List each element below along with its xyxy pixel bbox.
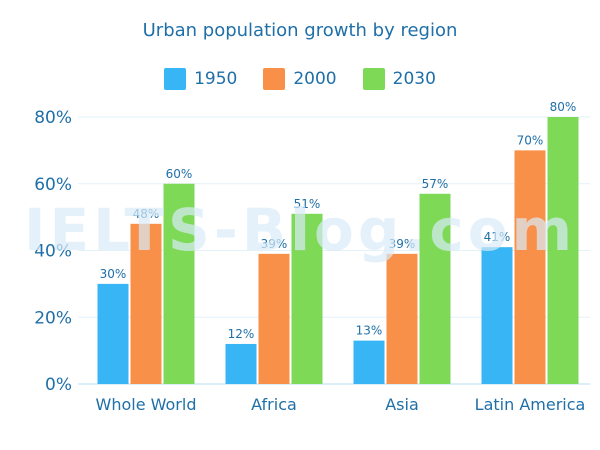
x-tick-label: Latin America xyxy=(475,395,586,414)
data-label: 80% xyxy=(550,100,577,114)
bar-1950 xyxy=(225,343,257,384)
legend-label-1950: 1950 xyxy=(194,69,238,89)
legend-label-2000: 2000 xyxy=(293,69,337,89)
data-label: 48% xyxy=(133,207,160,221)
data-label: 30% xyxy=(100,267,127,281)
bar-1950 xyxy=(481,247,513,384)
data-label: 39% xyxy=(261,237,288,251)
x-tick-label: Africa xyxy=(251,395,297,414)
bar-2030 xyxy=(419,193,451,384)
data-label: 57% xyxy=(422,177,449,191)
bar-2030 xyxy=(547,117,579,384)
chart-title: Urban population growth by region xyxy=(142,20,458,41)
data-label: 60% xyxy=(166,167,193,181)
bar-2030 xyxy=(291,213,323,384)
bar-2000 xyxy=(130,223,162,384)
y-tick-label: 80% xyxy=(34,108,72,128)
data-label: 39% xyxy=(389,237,416,251)
data-label: 41% xyxy=(484,230,511,244)
y-tick-label: 0% xyxy=(45,375,72,395)
data-label: 51% xyxy=(294,197,321,211)
legend-label-2030: 2030 xyxy=(392,69,436,89)
legend-swatch-2000 xyxy=(263,68,286,90)
x-tick-label: Whole World xyxy=(96,395,197,414)
y-tick-label: 60% xyxy=(34,175,72,195)
legend-item-1950: 1950 xyxy=(164,68,237,90)
bar-2000 xyxy=(258,253,290,384)
legend-item-2000: 2000 xyxy=(263,68,337,90)
legend-item-2030: 2030 xyxy=(362,68,436,90)
bar-1950 xyxy=(97,283,129,384)
bar-2000 xyxy=(386,253,418,384)
data-label: 13% xyxy=(356,324,383,338)
bar-1950 xyxy=(353,340,385,384)
legend-swatch-1950 xyxy=(164,68,187,90)
y-tick-label: 20% xyxy=(34,308,72,328)
x-tick-label: Asia xyxy=(385,395,419,414)
legend-swatch-2030 xyxy=(362,68,385,90)
data-label: 12% xyxy=(228,327,255,341)
bar-2000 xyxy=(514,150,546,384)
bar-2030 xyxy=(163,183,195,384)
data-label: 70% xyxy=(517,133,544,147)
legend: 1950 2000 2030 xyxy=(0,68,600,90)
y-tick-label: 40% xyxy=(34,242,72,262)
